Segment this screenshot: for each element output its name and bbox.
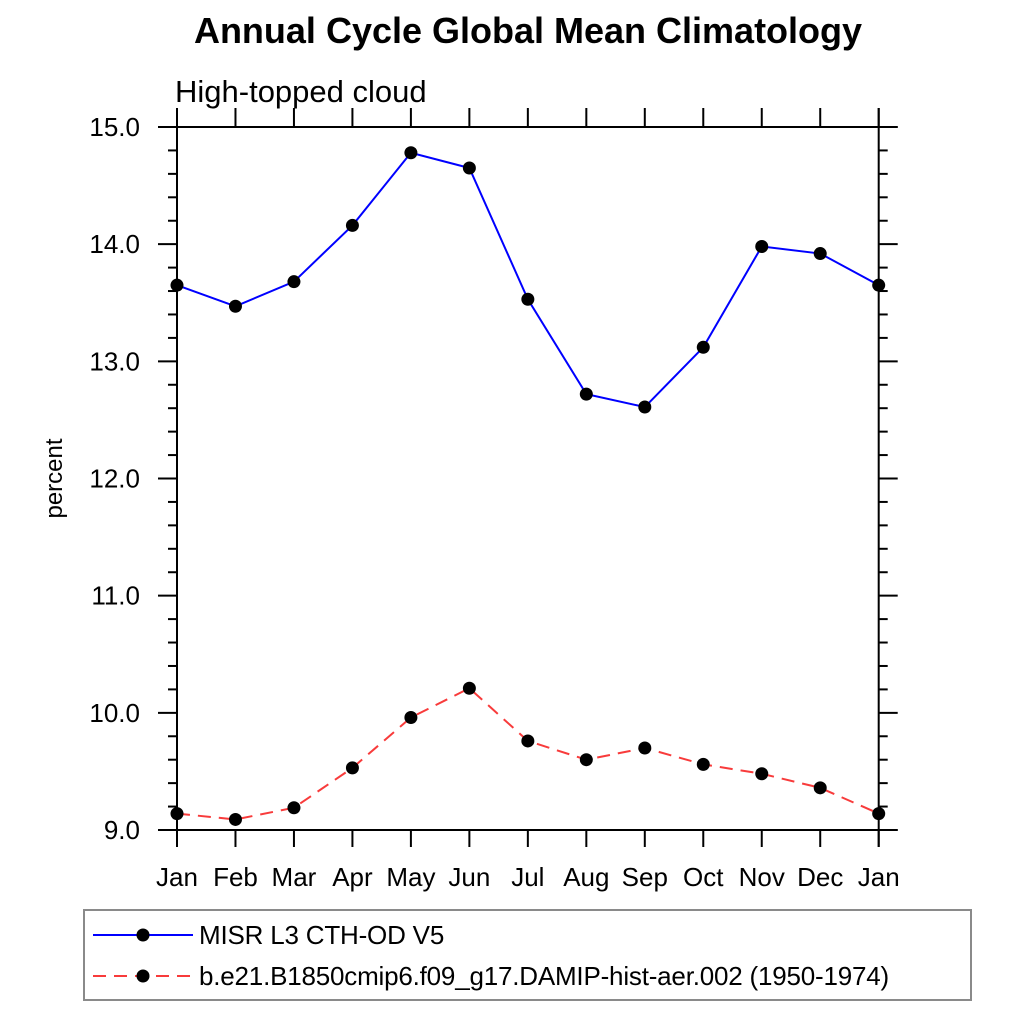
legend-item: b.e21.B1850cmip6.f09_g17.DAMIP-hist-aer.… bbox=[90, 962, 970, 990]
x-tick-label: Feb bbox=[213, 862, 258, 892]
data-point bbox=[638, 400, 652, 414]
data-point bbox=[521, 292, 535, 306]
x-tick-label: Dec bbox=[797, 862, 843, 892]
legend-label: b.e21.B1850cmip6.f09_g17.DAMIP-hist-aer.… bbox=[199, 960, 889, 991]
data-point bbox=[462, 161, 476, 175]
x-tick-label: Nov bbox=[739, 862, 785, 892]
x-tick-label: Jul bbox=[511, 862, 544, 892]
data-point bbox=[404, 146, 418, 160]
data-point bbox=[579, 387, 593, 401]
x-tick-label: Oct bbox=[683, 862, 724, 892]
data-point bbox=[170, 807, 184, 821]
chart-title: Annual Cycle Global Mean Climatology bbox=[193, 10, 863, 51]
x-tick-label: May bbox=[386, 862, 435, 892]
legend-marker-icon bbox=[136, 969, 150, 982]
data-point bbox=[696, 340, 710, 354]
y-axis-label: percent bbox=[41, 438, 68, 518]
y-tick-label: 11.0 bbox=[91, 581, 140, 611]
x-tick-label: Apr bbox=[332, 862, 373, 892]
data-point bbox=[813, 781, 827, 795]
data-point bbox=[170, 278, 184, 292]
data-point bbox=[462, 681, 476, 695]
legend-item: MISR L3 CTH-OD V5 bbox=[90, 921, 970, 949]
legend-line-sample-dashed bbox=[93, 969, 193, 982]
chart-subtitle: High-topped cloud bbox=[175, 74, 427, 109]
y-tick-label: 13.0 bbox=[89, 346, 140, 376]
data-point bbox=[872, 278, 886, 292]
y-tick-label: 10.0 bbox=[89, 698, 140, 728]
x-tick-label: Jan bbox=[156, 862, 198, 892]
legend-label: MISR L3 CTH-OD V5 bbox=[199, 919, 445, 950]
y-tick-label: 14.0 bbox=[89, 229, 140, 259]
data-point bbox=[287, 801, 301, 815]
data-point bbox=[638, 741, 652, 755]
legend: MISR L3 CTH-OD V5 b.e21.B1850cmip6.f09_g… bbox=[83, 909, 972, 1001]
data-point bbox=[345, 761, 359, 775]
x-tick-label: Sep bbox=[622, 862, 668, 892]
data-point bbox=[755, 767, 769, 781]
series-line-0 bbox=[176, 151, 880, 409]
x-tick-label: Aug bbox=[563, 862, 609, 892]
y-tick-label: 15.0 bbox=[89, 112, 140, 142]
data-point bbox=[287, 275, 301, 289]
data-point bbox=[872, 807, 886, 821]
x-tick-label: Mar bbox=[272, 862, 317, 892]
data-point bbox=[404, 711, 418, 725]
x-tick-label: Jun bbox=[448, 862, 490, 892]
data-point bbox=[521, 734, 535, 748]
data-point bbox=[813, 247, 827, 261]
data-point bbox=[228, 812, 242, 826]
x-tick-label: Jan bbox=[858, 862, 900, 892]
y-tick-label: 12.0 bbox=[89, 464, 140, 494]
data-point bbox=[228, 299, 242, 313]
data-point bbox=[579, 753, 593, 767]
data-point bbox=[696, 757, 710, 771]
data-point bbox=[345, 218, 359, 232]
legend-marker-icon bbox=[136, 928, 150, 941]
data-point bbox=[755, 240, 769, 254]
legend-line-sample-solid bbox=[93, 928, 193, 941]
y-tick-label: 9.0 bbox=[104, 815, 140, 845]
series-line-1 bbox=[176, 687, 880, 821]
